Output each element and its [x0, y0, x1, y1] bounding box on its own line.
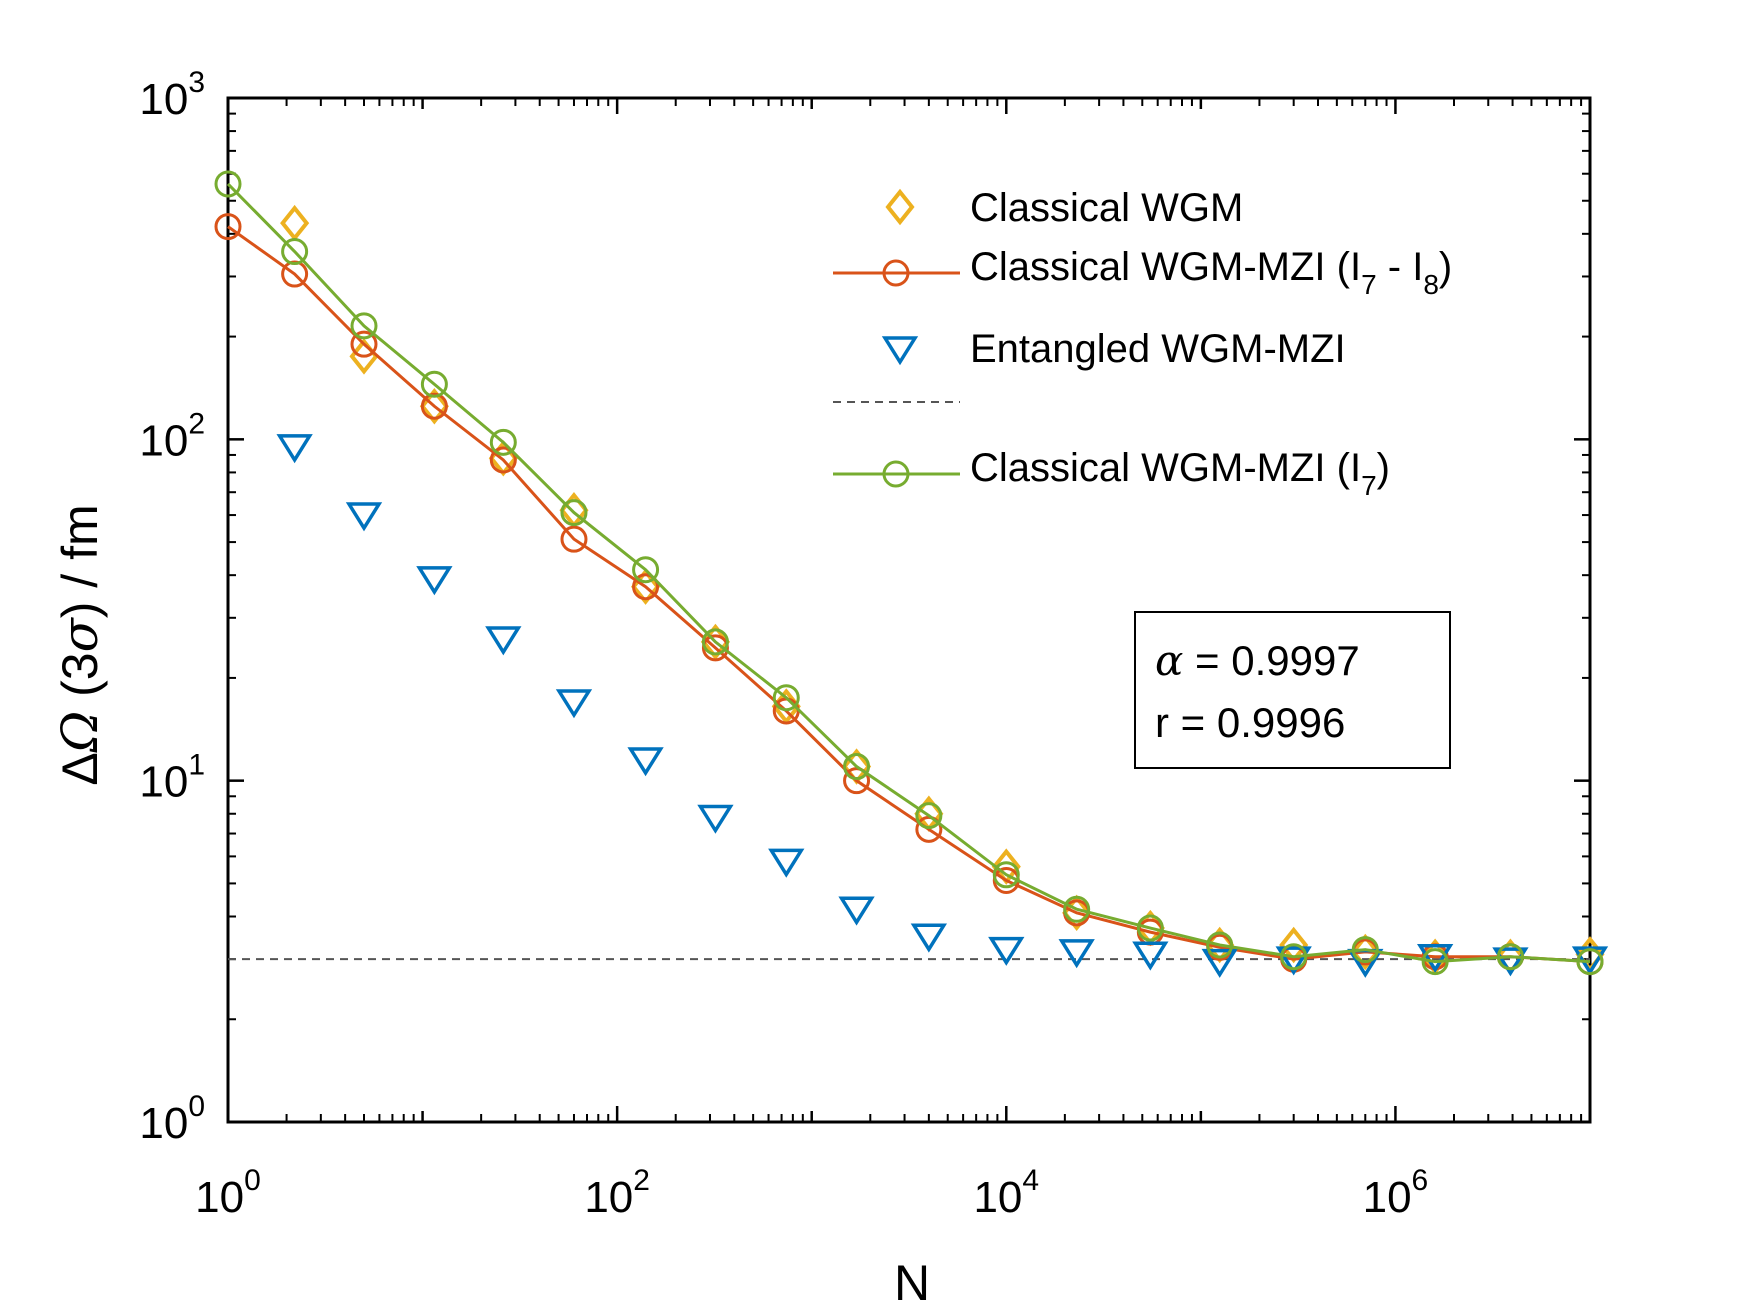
data-point-diamond: [1350, 933, 1380, 971]
series-1: [214, 213, 1604, 976]
data-point-triangle: [276, 434, 313, 464]
data-point-circle: [1136, 914, 1164, 942]
y-label-omega: Ω: [51, 711, 109, 753]
data-point-circle: [1421, 948, 1449, 976]
y-label-sigma: σ: [51, 616, 109, 652]
data-point-circle: [214, 170, 242, 198]
plot-frame: [226, 96, 1592, 1124]
legend-entry-entangled-wgm-mzi: Entangled WGM-MZI: [881, 327, 1346, 371]
ticks-layer: 100 102 104 106 100 101 102 103: [139, 66, 1592, 1222]
y-tick-label: 103: [139, 66, 205, 124]
series-2: [276, 434, 1609, 978]
annotation-alpha: α = 0.9997: [1155, 636, 1360, 685]
legend-marker-diamond: [885, 188, 915, 226]
legend-marker-triangle: [881, 336, 919, 366]
data-point-circle: [772, 684, 800, 712]
data-point-circle: [560, 499, 588, 527]
annotation-r: r = 0.9996: [1155, 699, 1345, 746]
data-point-circle: [843, 753, 871, 781]
data-point-triangle: [345, 502, 383, 532]
data-point-triangle: [910, 923, 948, 953]
legend-label-entangled-wgm-mzi: Entangled WGM-MZI: [970, 327, 1346, 371]
series-0: [280, 204, 1605, 975]
svg-text:ΔΩ (3σ) / fm: ΔΩ (3σ) / fm: [51, 504, 109, 785]
data-point-triangle: [768, 848, 805, 878]
data-point-circle: [420, 392, 448, 420]
data-point-circle: [281, 238, 309, 266]
data-point-triangle: [1058, 939, 1095, 969]
annotation-box: α = 0.9997 r = 0.9996: [1134, 611, 1451, 769]
y-tick-label: 101: [139, 749, 205, 807]
data-point-circle: [489, 428, 517, 456]
x-tick-label: 100: [195, 1164, 261, 1222]
data-point-triangle: [988, 936, 1025, 966]
data-point-circle: [915, 802, 943, 830]
data-point-circle: [1496, 943, 1524, 971]
data-point-circle: [1351, 936, 1379, 964]
data-point-circle: [1063, 895, 1091, 923]
y-label-open: (3: [52, 652, 108, 710]
legend-marker-circle-orange: [882, 259, 910, 287]
y-label-close: ) / fm: [52, 504, 108, 618]
data-point-diamond: [280, 204, 310, 242]
data-point-circle: [701, 628, 729, 656]
series-layer: [214, 170, 1609, 978]
data-point-circle: [843, 767, 871, 795]
data-point-circle: [632, 556, 660, 584]
y-axis-label: ΔΩ (3σ) / fm: [51, 504, 109, 785]
data-point-circle: [420, 370, 448, 398]
legend-entry-classical-wgm: Classical WGM: [885, 186, 1243, 230]
data-point-circle: [1576, 948, 1604, 976]
data-point-triangle: [1416, 943, 1454, 973]
series-line: [226, 182, 1591, 964]
data-point-triangle: [555, 689, 593, 719]
data-point-circle: [489, 446, 517, 474]
x-tick-label: 102: [584, 1164, 650, 1222]
series-3: [214, 170, 1604, 976]
data-point-diamond: [700, 623, 730, 661]
legend-entry-classical-wgm-mzi-i7-i8: Classical WGM-MZI (I7 - I8): [833, 245, 1452, 300]
data-point-circle: [214, 213, 242, 241]
x-axis-label: N: [894, 1255, 930, 1311]
y-label-delta: Δ: [52, 752, 108, 785]
data-point-circle: [560, 525, 588, 553]
data-point-triangle: [697, 804, 734, 834]
axes-frame-layer: [226, 96, 1592, 1124]
y-tick-label: 100: [139, 1090, 205, 1148]
data-point-circle: [632, 573, 660, 601]
legend-label-classical-wgm: Classical WGM: [970, 186, 1243, 230]
data-point-circle: [350, 330, 378, 358]
data-point-circle: [1280, 943, 1308, 971]
data-point-triangle: [1132, 941, 1169, 971]
legend-label-classical-wgm-mzi-i7-i8: Classical WGM-MZI (I7 - I8): [970, 245, 1452, 300]
data-point-triangle: [1492, 947, 1529, 977]
data-point-triangle: [838, 896, 875, 926]
data-point-diamond: [419, 388, 449, 425]
legend: Classical WGM Classical WGM-MZI (I7 - I8…: [833, 186, 1452, 501]
data-point-triangle: [416, 566, 453, 596]
data-point-circle: [992, 861, 1020, 889]
data-point-circle: [350, 312, 378, 340]
legend-entry-classical-wgm-mzi-i7: Classical WGM-MZI (I7): [833, 446, 1390, 501]
x-tick-label: 104: [973, 1164, 1039, 1222]
y-tick-label: 102: [139, 407, 205, 465]
data-point-triangle: [627, 747, 664, 777]
x-tick-label: 106: [1363, 1164, 1429, 1222]
legend-label-classical-wgm-mzi-i7: Classical WGM-MZI (I7): [970, 446, 1390, 501]
data-point-circle: [1206, 931, 1234, 959]
data-point-triangle: [485, 626, 522, 656]
legend-marker-circle-green: [882, 460, 910, 488]
data-point-triangle: [1275, 946, 1312, 976]
annotation-frame: [1134, 611, 1451, 769]
data-point-triangle: [1201, 948, 1238, 978]
